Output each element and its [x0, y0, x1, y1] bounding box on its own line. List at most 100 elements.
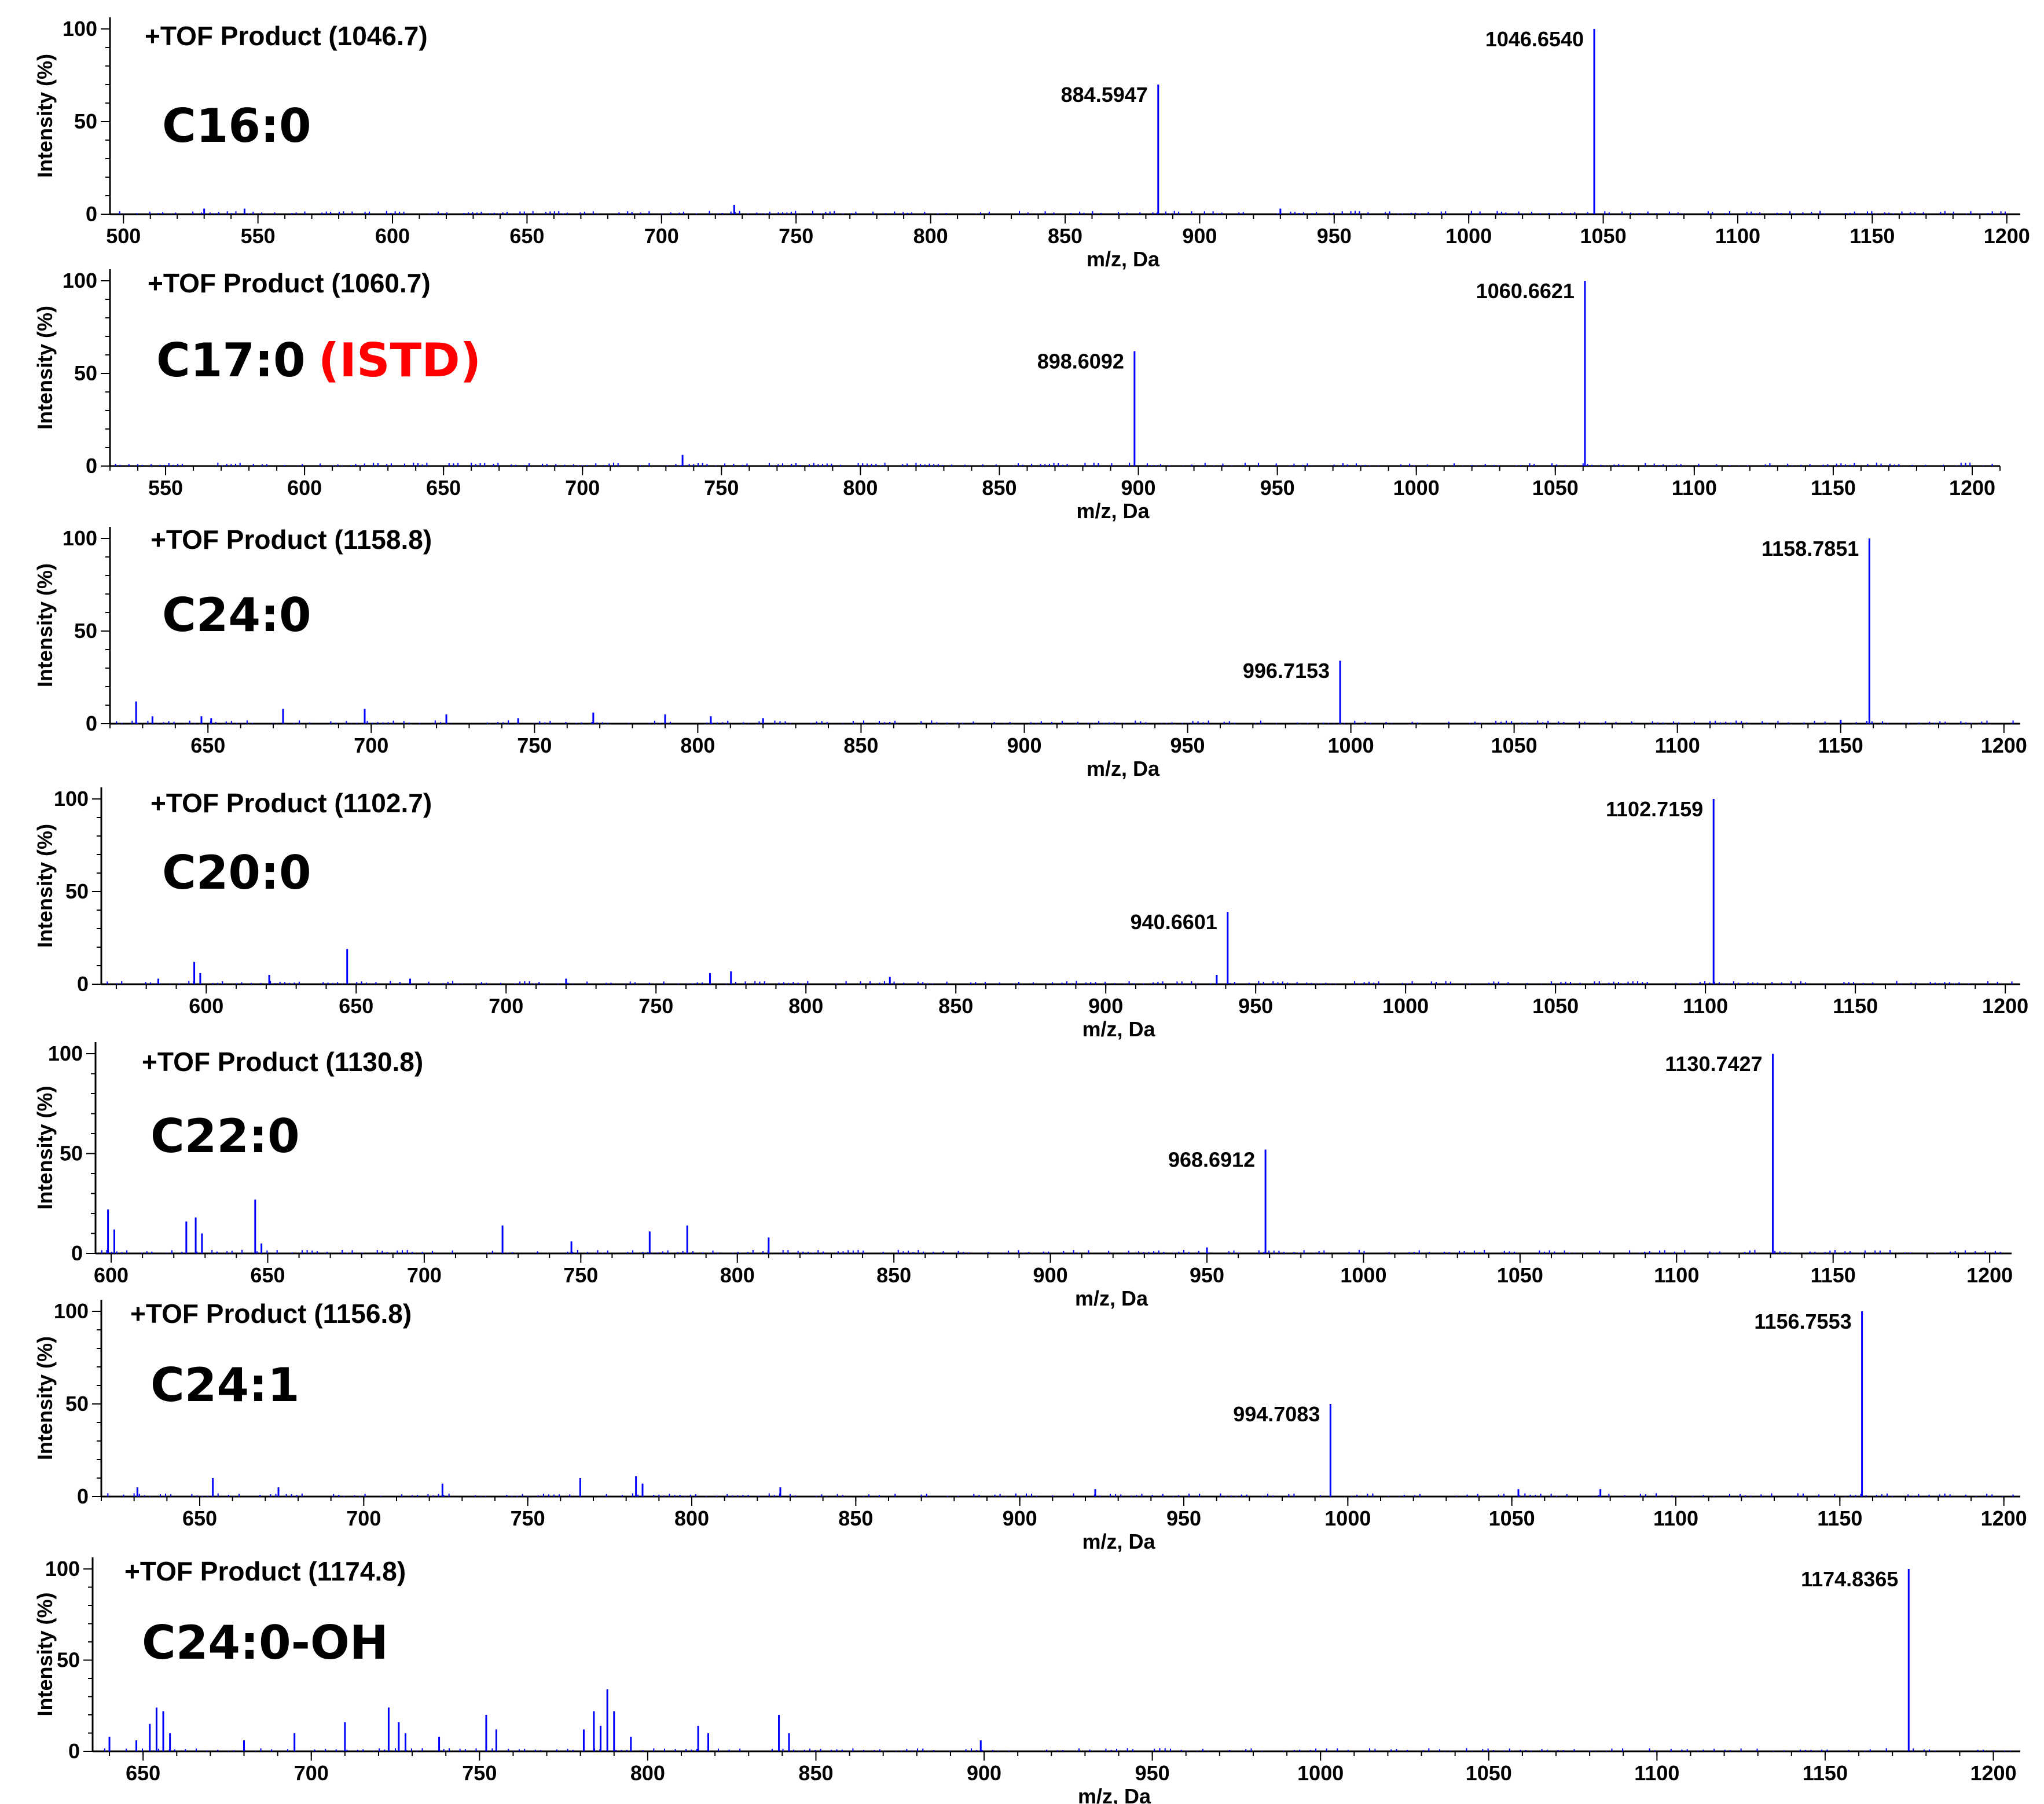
- analyte-label: C16:0: [162, 99, 311, 153]
- x-tick-label: 550: [148, 476, 183, 500]
- x-tick-label: 1200: [1966, 1263, 2013, 1287]
- analyte-label: C17:0 (ISTD): [156, 333, 481, 387]
- x-tick-label: 750: [511, 1506, 545, 1530]
- analyte-name: C24:0: [162, 588, 311, 642]
- analyte-name: C16:0: [162, 99, 311, 153]
- x-tick-label: 700: [407, 1263, 442, 1287]
- y-tick-label: 0: [68, 1739, 80, 1763]
- x-tick-label: 850: [876, 1263, 911, 1287]
- x-tick-label: 1150: [1811, 476, 1856, 500]
- y-tick-label: 0: [86, 202, 97, 226]
- x-axis-label: m/z, Da: [1082, 1017, 1155, 1041]
- spectrum-chart: 0 50 100 550 600 650 700 750 800 850 900 950 1000 105…: [33, 268, 2001, 523]
- x-tick-label: 950: [1170, 734, 1205, 757]
- analyte-label: C24:0-OH: [142, 1616, 388, 1670]
- baseline-noise: [119, 211, 2006, 214]
- y-tick-label: 100: [63, 17, 97, 41]
- x-tick-label: 1000: [1297, 1761, 1344, 1785]
- baseline-noise: [107, 1493, 2014, 1497]
- peak-label: 996.7153: [1243, 659, 1330, 683]
- x-tick-label: 800: [680, 734, 715, 757]
- x-axis-label: m/z, Da: [1078, 1784, 1151, 1804]
- x-tick-label: 850: [798, 1761, 833, 1785]
- x-tick-label: 900: [1121, 476, 1156, 500]
- spectrum-title: +TOF Product (1046.7): [145, 21, 428, 51]
- x-tick-label: 1050: [1580, 224, 1627, 248]
- x-tick-label: 800: [788, 994, 823, 1018]
- spectrum-title: +TOF Product (1130.8): [142, 1047, 423, 1077]
- spectrum-title: +TOF Product (1174.8): [124, 1556, 406, 1586]
- x-tick-label: 750: [517, 734, 552, 757]
- x-tick-label: 950: [1317, 224, 1352, 248]
- spectrum-title: +TOF Product (1060.7): [148, 268, 431, 298]
- x-tick-label: 650: [182, 1506, 217, 1530]
- analyte-label: C24:0: [162, 588, 311, 642]
- y-tick-label: 100: [48, 1042, 83, 1065]
- x-tick-label: 850: [982, 476, 1017, 500]
- baseline-noise: [101, 1249, 2001, 1253]
- x-tick-label: 1000: [1393, 476, 1440, 500]
- x-tick-label: 900: [1033, 1263, 1068, 1287]
- x-tick-label: 1200: [1981, 1506, 2027, 1530]
- x-tick-label: 1000: [1382, 994, 1429, 1018]
- x-tick-label: 1050: [1532, 476, 1579, 500]
- spectrum-panel: 0 50 100 600 650 700 750 800 850 900 950 1000 1050 11…: [0, 773, 2044, 1041]
- spectrum-chart: 0 50 100 650 700 750 800 850 900 950 1000 1050 1100 1…: [33, 1556, 2020, 1804]
- x-tick-label: 1100: [1654, 1263, 1699, 1287]
- spectrum-panel: 0 50 100 600 650 700 750 800 850 900 950 1000 1050 11…: [0, 1031, 2044, 1310]
- spectrum-chart: 0 50 100 600 650 700 750 800 850 900 950 1000 1050 11…: [33, 787, 2028, 1041]
- spectrum-title: +TOF Product (1158.8): [151, 525, 432, 555]
- x-tick-label: 1100: [1672, 476, 1717, 500]
- x-tick-label: 1200: [1970, 1761, 2016, 1785]
- x-tick-label: 900: [967, 1761, 1001, 1785]
- x-tick-label: 1050: [1497, 1263, 1543, 1287]
- y-axis-label: Intensity (%): [33, 563, 57, 687]
- x-tick-label: 1100: [1634, 1761, 1679, 1785]
- x-tick-label: 900: [1088, 994, 1123, 1018]
- y-tick-label: 100: [54, 1299, 89, 1323]
- y-tick-label: 0: [86, 712, 97, 735]
- spectrum-chart: 0 50 100 500 550 600 650 700 750 800 850 900 950 1000…: [33, 17, 2030, 271]
- peak-label: 968.6912: [1168, 1148, 1255, 1172]
- y-axis-label: Intensity (%): [33, 54, 57, 178]
- x-tick-label: 500: [106, 224, 141, 248]
- y-tick-label: 50: [60, 1142, 83, 1165]
- x-tick-label: 1100: [1655, 734, 1700, 757]
- x-tick-label: 850: [838, 1506, 873, 1530]
- x-tick-label: 750: [462, 1761, 497, 1785]
- x-tick-label: 1000: [1445, 224, 1492, 248]
- peak-label: 940.6601: [1131, 910, 1217, 934]
- x-tick-label: 900: [1003, 1506, 1037, 1530]
- x-tick-label: 1150: [1849, 224, 1895, 248]
- peak-label: 1156.7553: [1754, 1310, 1851, 1333]
- x-tick-label: 1200: [1984, 224, 2030, 248]
- x-tick-label: 1050: [1532, 994, 1579, 1018]
- analyte-name: C20:0: [162, 846, 311, 900]
- x-tick-label: 550: [241, 224, 276, 248]
- x-tick-label: 750: [704, 476, 739, 500]
- x-tick-label: 850: [843, 734, 878, 757]
- x-tick-label: 800: [913, 224, 948, 248]
- x-tick-label: 650: [126, 1761, 160, 1785]
- x-tick-label: 700: [565, 476, 600, 500]
- x-tick-label: 950: [1238, 994, 1273, 1018]
- x-tick-label: 700: [644, 224, 679, 248]
- y-tick-label: 100: [45, 1557, 80, 1581]
- y-tick-label: 100: [54, 787, 89, 811]
- y-tick-label: 50: [57, 1648, 80, 1672]
- spectrum-title: +TOF Product (1102.7): [151, 788, 432, 818]
- x-tick-label: 1100: [1683, 994, 1728, 1018]
- y-tick-label: 50: [74, 361, 97, 385]
- spectrum-title: +TOF Product (1156.8): [130, 1299, 412, 1329]
- x-tick-label: 1100: [1715, 224, 1760, 248]
- peak-label: 898.6092: [1037, 350, 1124, 373]
- x-tick-label: 1100: [1653, 1506, 1698, 1530]
- x-tick-label: 700: [346, 1506, 381, 1530]
- x-tick-label: 1200: [1949, 476, 1995, 500]
- x-tick-label: 950: [1190, 1263, 1224, 1287]
- analyte-name: C24:0-OH: [142, 1616, 388, 1670]
- y-tick-label: 50: [65, 879, 89, 903]
- x-tick-label: 750: [638, 994, 673, 1018]
- x-tick-label: 950: [1260, 476, 1295, 500]
